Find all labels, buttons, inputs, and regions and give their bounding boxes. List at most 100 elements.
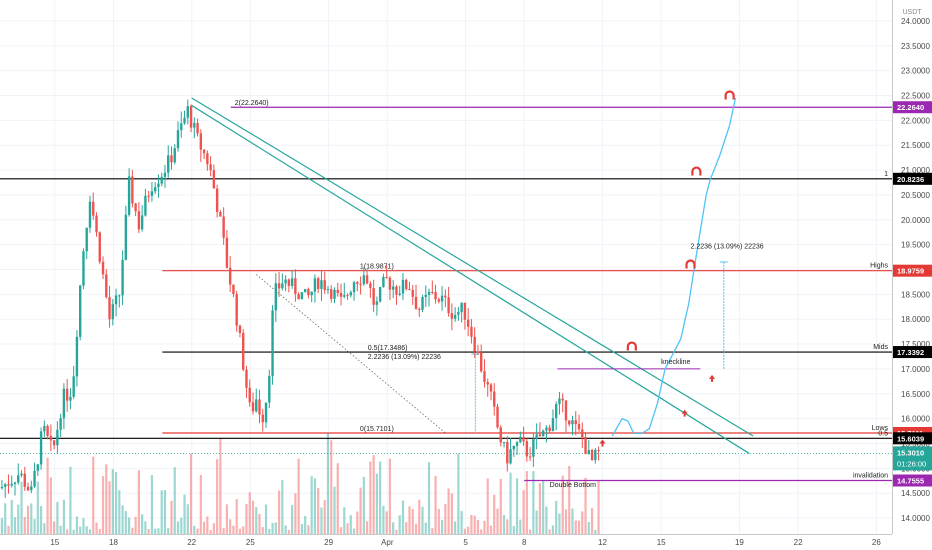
candle-body bbox=[26, 486, 30, 491]
level-right-label-fib-1: 1 bbox=[884, 171, 888, 178]
volume-bar bbox=[597, 480, 600, 534]
volume-bar bbox=[222, 528, 225, 534]
level-label-mids: 0.5(17.3486) bbox=[368, 345, 408, 352]
candle-body bbox=[232, 284, 235, 295]
candle-body bbox=[502, 442, 506, 444]
candle-body bbox=[382, 276, 385, 288]
time-axis[interactable]: 15 18 22 25 29 Apr 5 8 12 15 19 22 26 bbox=[50, 538, 881, 547]
candle-body bbox=[105, 274, 108, 298]
magnet-icon bbox=[691, 166, 702, 176]
time-tick-label: 22 bbox=[794, 538, 803, 547]
candle-body bbox=[447, 297, 450, 314]
candle-body bbox=[568, 420, 571, 425]
volume-bar bbox=[202, 521, 206, 534]
volume-bar bbox=[545, 506, 548, 534]
volume-bar bbox=[447, 488, 450, 534]
volume-bar bbox=[92, 456, 95, 534]
candle-body bbox=[365, 275, 369, 284]
chart-annotation: 2.2236 (13.09%) 22236 bbox=[691, 244, 764, 251]
volume-bar bbox=[558, 513, 561, 534]
candle-body bbox=[369, 283, 372, 289]
candle-body bbox=[235, 294, 238, 326]
candle-body bbox=[545, 427, 548, 431]
volume-bar bbox=[359, 487, 362, 534]
volume-bar bbox=[98, 529, 101, 534]
volume-bar bbox=[584, 477, 587, 534]
horizontal-levels: 2(22.2640) 1 1(18.9871) Highs 0.5(17.3486) Mi… bbox=[0, 100, 892, 482]
candle-body bbox=[189, 106, 193, 128]
candle-body bbox=[52, 440, 56, 446]
candle-body bbox=[532, 439, 535, 457]
candle-body bbox=[82, 251, 85, 286]
volume-bar bbox=[529, 529, 532, 534]
candle-body bbox=[75, 336, 79, 377]
volume-bar bbox=[297, 458, 300, 534]
candle-body bbox=[20, 473, 23, 476]
candle-body bbox=[584, 437, 587, 455]
price-tick-label: 18.0000 bbox=[901, 315, 930, 324]
candle-body bbox=[0, 486, 4, 489]
volume-bar bbox=[457, 453, 460, 534]
volume-bar bbox=[128, 517, 131, 534]
price-badge-text-highs: 18.9759 bbox=[897, 267, 924, 276]
price-tick-label: 23.5000 bbox=[901, 42, 930, 51]
candle-body bbox=[258, 399, 261, 415]
candle-body bbox=[79, 285, 82, 337]
candle-body bbox=[450, 313, 454, 319]
volume-bar bbox=[346, 523, 349, 534]
volume-bar bbox=[323, 500, 326, 534]
candle-body bbox=[316, 278, 320, 289]
candle-body bbox=[522, 436, 525, 442]
volume-bar bbox=[414, 523, 418, 534]
time-tick-label: 15 bbox=[657, 538, 666, 547]
price-badge-text-fib-1: 20.8236 bbox=[897, 175, 924, 184]
volume-bar bbox=[388, 458, 392, 534]
volume-bar bbox=[186, 504, 189, 534]
candle-body bbox=[199, 133, 203, 150]
current-price-text: 15.3010 bbox=[897, 448, 924, 457]
candle-body bbox=[303, 288, 307, 293]
candle-body bbox=[437, 299, 441, 302]
volume-bar bbox=[66, 529, 69, 534]
volume-bar bbox=[379, 461, 382, 534]
volume-bar bbox=[284, 525, 287, 534]
volume-bar bbox=[245, 503, 248, 534]
candle-body bbox=[111, 304, 115, 320]
volume-bar bbox=[170, 500, 173, 534]
candle-body bbox=[434, 292, 437, 300]
candle-body bbox=[440, 295, 444, 302]
volume-bar bbox=[473, 515, 476, 534]
candle-body bbox=[39, 431, 43, 465]
time-tick-label: 12 bbox=[598, 538, 607, 547]
volume-bar bbox=[225, 504, 229, 534]
chart-markers bbox=[599, 90, 735, 447]
candle-body bbox=[49, 435, 53, 441]
volume-bar bbox=[53, 521, 56, 534]
volume-bar bbox=[460, 510, 463, 534]
candle-body bbox=[242, 333, 245, 370]
price-axis[interactable]: 14.000014.500015.000015.500016.000016.50… bbox=[901, 17, 930, 523]
volume-bar bbox=[39, 506, 43, 534]
volume-bar bbox=[421, 506, 424, 534]
candle-body bbox=[219, 212, 222, 217]
candle-body bbox=[108, 297, 111, 320]
up-arrow-icon bbox=[599, 439, 606, 447]
time-tick-label: Apr bbox=[381, 538, 394, 547]
volume-bar bbox=[183, 494, 186, 534]
candle-body bbox=[101, 261, 105, 275]
price-badges: 22.264020.823618.975917.339215.711115.60… bbox=[893, 101, 932, 487]
chart-grid bbox=[0, 0, 892, 534]
time-tick-label: 26 bbox=[872, 538, 881, 547]
time-tick-label: 29 bbox=[324, 538, 333, 547]
candle-body bbox=[202, 149, 206, 154]
candle-body bbox=[486, 381, 489, 385]
candle-body bbox=[418, 308, 421, 310]
volume-bar bbox=[506, 519, 509, 534]
candle-body bbox=[59, 418, 62, 430]
volume-bar bbox=[440, 519, 444, 534]
projection-path bbox=[611, 97, 737, 437]
volume-bar bbox=[121, 505, 124, 534]
candle-body bbox=[121, 259, 124, 296]
price-tick-label: 17.0000 bbox=[901, 365, 930, 374]
